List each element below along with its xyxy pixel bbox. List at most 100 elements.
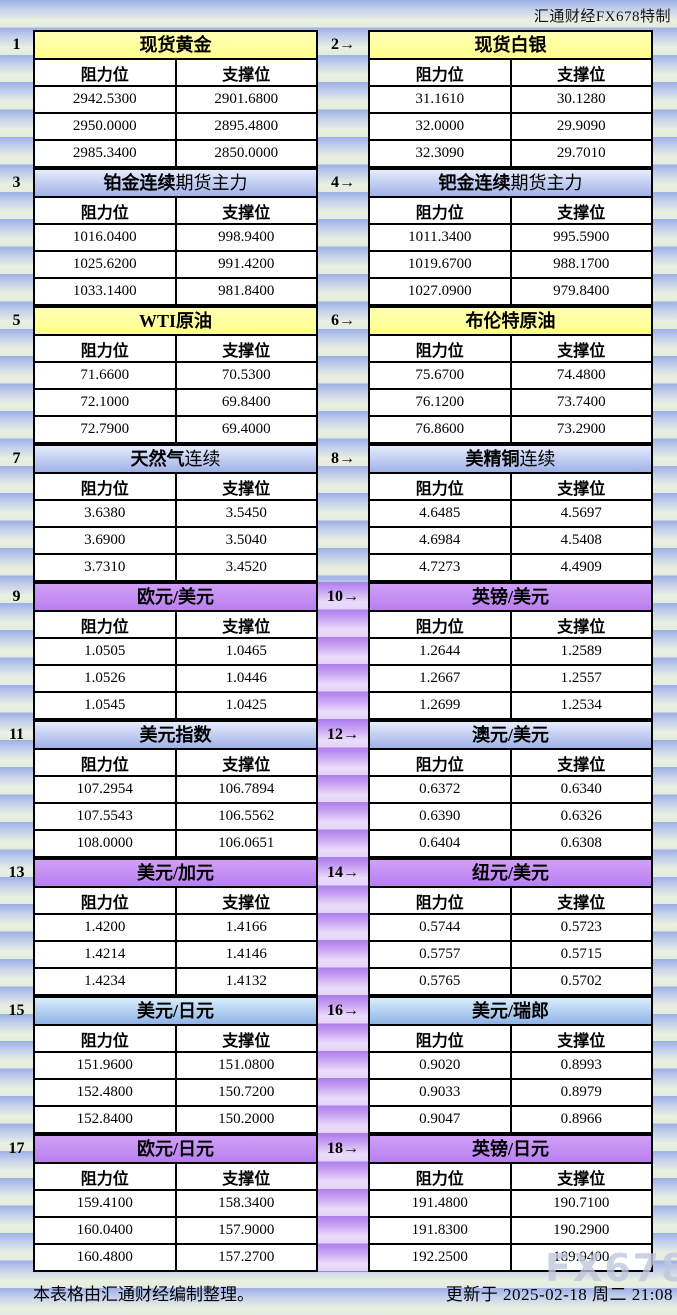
support-value: 2850.0000 <box>214 145 279 161</box>
table-title-main: 英镑/美元 <box>471 587 549 607</box>
resistance-value: 1025.6200 <box>35 252 177 277</box>
table-title-main: 铂金连续 <box>103 173 176 193</box>
price-table: 澳元/美元 阻力位 支撑位 0.6372 0.6340 0.6390 0.6326 0.640… <box>368 720 653 858</box>
arrow-label: 14→ <box>327 864 359 881</box>
table-title-main: 现货黄金 <box>139 35 212 55</box>
support-col-header: 支撑位 <box>557 1170 606 1188</box>
table-row: 0.6372 0.6340 <box>370 777 651 804</box>
resistance-col-header: 阻力位 <box>370 750 512 775</box>
spacer-column: 6→ <box>318 306 368 444</box>
column-header-row: 阻力位 支撑位 <box>35 1026 316 1053</box>
support-value: 190.7100 <box>553 1195 610 1211</box>
brand-credit: 汇通财经FX678特制 <box>533 9 671 25</box>
resistance-col-header: 阻力位 <box>370 612 512 637</box>
resistance-value: 151.9600 <box>35 1053 177 1078</box>
column-header-row: 阻力位 支撑位 <box>35 750 316 777</box>
resistance-value: 1019.6700 <box>370 252 512 277</box>
support-col-header: 支撑位 <box>222 1032 271 1050</box>
support-value: 0.6326 <box>560 808 602 824</box>
table-row: 1.4214 1.4146 <box>35 942 316 969</box>
table-row: 72.1000 69.8400 <box>35 390 316 417</box>
resistance-value: 32.3090 <box>370 141 512 166</box>
table-row: 1033.1400 981.8400 <box>35 279 316 304</box>
column-header-row: 阻力位 支撑位 <box>35 1164 316 1191</box>
support-value: 3.5450 <box>225 505 267 521</box>
table-title-main: 美元/加元 <box>136 863 214 883</box>
support-col-header: 支撑位 <box>557 618 606 636</box>
support-value: 73.2900 <box>556 421 606 437</box>
table-row: 0.6390 0.6326 <box>370 804 651 831</box>
resistance-col-header: 阻力位 <box>35 60 177 85</box>
table-row: 1.4234 1.4132 <box>35 969 316 994</box>
resistance-value: 1.2667 <box>370 666 512 691</box>
price-table: 英镑/美元 阻力位 支撑位 1.2644 1.2589 1.2667 1.2557 1.269… <box>368 582 653 720</box>
block-row: 3 铂金连续 期货主力 阻力位 支撑位 1016.0400 998.9400 1025.620… <box>0 168 677 306</box>
resistance-value: 0.6372 <box>370 777 512 802</box>
table-title: 英镑/美元 <box>370 584 651 612</box>
table-row: 0.9047 0.8966 <box>370 1107 651 1132</box>
block-number: 7 <box>12 450 21 467</box>
support-value: 1.2557 <box>560 670 602 686</box>
spacer-column: 8→ <box>318 444 368 582</box>
support-value: 157.9000 <box>218 1222 275 1238</box>
table-row: 160.4800 157.2700 <box>35 1245 316 1270</box>
support-value: 1.2534 <box>560 697 602 713</box>
table-title: 美元指数 <box>35 722 316 750</box>
support-col-header: 支撑位 <box>222 756 271 774</box>
support-value: 2901.6800 <box>214 91 279 107</box>
table-row: 1.0526 1.0446 <box>35 666 316 693</box>
table-row: 0.5757 0.5715 <box>370 942 651 969</box>
resistance-value: 191.8300 <box>370 1218 512 1243</box>
spacer-column: 12→ <box>318 720 368 858</box>
table-title: 纽元/美元 <box>370 860 651 888</box>
resistance-value: 4.6984 <box>370 528 512 553</box>
table-row: 31.1610 30.1280 <box>370 87 651 114</box>
support-value: 3.5040 <box>225 532 267 548</box>
support-value: 0.8966 <box>560 1111 602 1127</box>
table-row: 160.0400 157.9000 <box>35 1218 316 1245</box>
resistance-value: 107.5543 <box>35 804 177 829</box>
support-col-header: 支撑位 <box>222 894 271 912</box>
table-row: 1025.6200 991.4200 <box>35 252 316 279</box>
block-row: 13 美元/加元 阻力位 支撑位 1.4200 1.4166 1.4214 1.4146 1.4… <box>0 858 677 996</box>
support-value: 0.5702 <box>560 973 602 989</box>
table-row: 2950.0000 2895.4800 <box>35 114 316 141</box>
support-value: 29.7010 <box>556 145 606 161</box>
block-row: 5 WTI原油 阻力位 支撑位 71.6600 70.5300 72.1000 69.8400… <box>0 306 677 444</box>
table-row: 4.6984 4.5408 <box>370 528 651 555</box>
table-row: 32.0000 29.9090 <box>370 114 651 141</box>
support-value: 988.1700 <box>553 256 610 272</box>
support-value: 106.0651 <box>218 835 275 851</box>
price-table: 欧元/日元 阻力位 支撑位 159.4100 158.3400 160.0400 157.9… <box>33 1134 318 1272</box>
table-row: 0.9033 0.8979 <box>370 1080 651 1107</box>
resistance-value: 107.2954 <box>35 777 177 802</box>
resistance-value: 76.1200 <box>370 390 512 415</box>
resistance-value: 1011.3400 <box>370 225 512 250</box>
resistance-value: 192.2500 <box>370 1245 512 1270</box>
table-row: 191.8300 190.2900 <box>370 1218 651 1245</box>
table-title: 澳元/美元 <box>370 722 651 750</box>
spacer-column: 18→ <box>318 1134 368 1272</box>
column-header-row: 阻力位 支撑位 <box>370 474 651 501</box>
spacer-column: 14→ <box>318 858 368 996</box>
column-header-row: 阻力位 支撑位 <box>35 888 316 915</box>
resistance-value: 0.9033 <box>370 1080 512 1105</box>
support-value: 151.0800 <box>218 1057 275 1073</box>
resistance-value: 2942.5300 <box>35 87 177 112</box>
resistance-value: 0.5765 <box>370 969 512 994</box>
resistance-value: 1.0545 <box>35 693 177 718</box>
table-title-main: 现货白银 <box>474 35 547 55</box>
support-value: 4.4909 <box>560 559 602 575</box>
resistance-col-header: 阻力位 <box>370 60 512 85</box>
arrow-label: 10→ <box>327 588 359 605</box>
support-col-header: 支撑位 <box>557 1032 606 1050</box>
table-row: 152.4800 150.7200 <box>35 1080 316 1107</box>
support-value: 1.4146 <box>225 946 267 962</box>
table-title-main: 英镑/日元 <box>471 1139 549 1159</box>
support-value: 189.9400 <box>553 1249 610 1265</box>
table-title-main: 澳元/美元 <box>471 725 549 745</box>
table-row: 76.8600 73.2900 <box>370 417 651 442</box>
resistance-value: 152.4800 <box>35 1080 177 1105</box>
price-table: 英镑/日元 阻力位 支撑位 191.4800 190.7100 191.8300 190.2… <box>368 1134 653 1272</box>
support-col-header: 支撑位 <box>222 480 271 498</box>
